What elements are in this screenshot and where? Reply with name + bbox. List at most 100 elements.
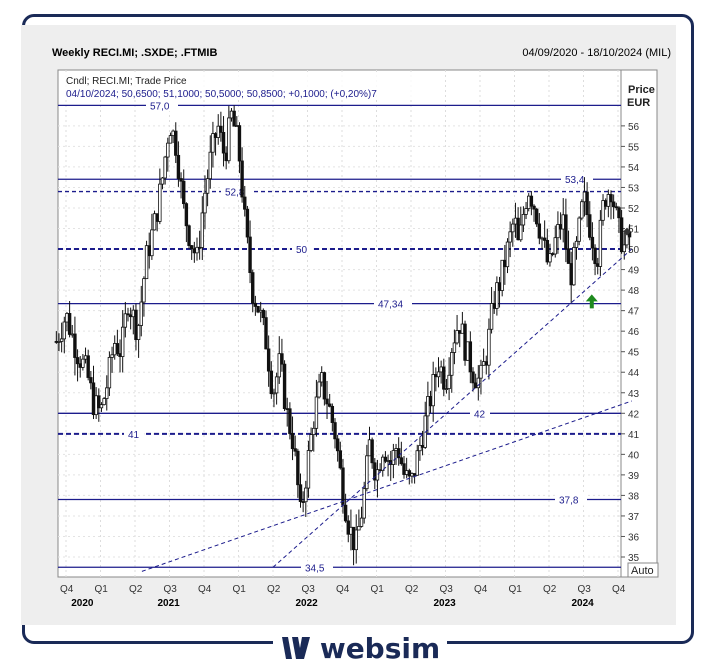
candle-body (412, 473, 417, 476)
candle-body (158, 183, 162, 222)
x-year-label: 2022 (296, 598, 319, 609)
candle-body (184, 203, 189, 227)
candle-body (614, 206, 619, 209)
candle-body (367, 439, 372, 457)
candle-body (97, 395, 101, 409)
candle-body (317, 381, 321, 398)
candle-body (447, 374, 451, 389)
candle-body (585, 191, 589, 216)
candle-body (513, 217, 518, 225)
level-label-bg (146, 99, 178, 112)
candle-body (118, 353, 122, 357)
legend-bg (60, 72, 440, 100)
candle-body (396, 448, 401, 459)
candle-body (166, 142, 170, 158)
candle-body (590, 236, 595, 249)
x-tick-label: Q2 (267, 584, 281, 595)
candle-body (144, 245, 149, 280)
level-label: 52,8 (225, 188, 245, 199)
y-tick-label: 41 (628, 430, 640, 441)
candle-body (70, 333, 74, 336)
level-label-bg (301, 561, 333, 574)
candle-body (532, 205, 536, 210)
candle-body (341, 467, 345, 506)
y-tick-label: 42 (628, 409, 640, 420)
candle-body (603, 200, 608, 207)
candle-body (301, 501, 305, 503)
candle-body (224, 152, 228, 162)
candle-body (619, 217, 624, 253)
candle-body (468, 341, 473, 373)
candle-body (588, 214, 592, 238)
candle-body (407, 470, 412, 477)
candle-body (606, 194, 611, 207)
candle-body (134, 309, 138, 340)
candle-body (561, 214, 565, 230)
y-tick-label: 55 (628, 142, 640, 153)
x-tick-label: Q3 (164, 584, 178, 595)
candle-body (213, 133, 218, 138)
x-tick-label: Q4 (474, 584, 488, 595)
y-tick-label: 50 (628, 245, 640, 256)
candle-body (285, 408, 289, 411)
candle-body (511, 223, 515, 233)
candle-body (240, 160, 244, 198)
candle-body (195, 246, 199, 254)
candle-body (357, 526, 361, 531)
candle-body (351, 526, 356, 551)
candle-body (330, 405, 335, 423)
x-year-label: 2024 (572, 598, 595, 609)
level-label-bg (555, 493, 587, 506)
date-range: 04/09/2020 - 18/10/2024 (MIL) (522, 47, 671, 59)
candle-body (113, 343, 117, 356)
candle-body (574, 240, 579, 248)
candle-body (556, 224, 560, 239)
y-tick-label: 48 (628, 286, 640, 297)
y-tick-label: 46 (628, 327, 640, 338)
candle-body (617, 207, 621, 219)
candle-body (444, 388, 449, 390)
candle-body (439, 366, 443, 373)
candle-body (272, 392, 276, 395)
x-year-label: 2023 (434, 598, 457, 609)
candle-body (516, 217, 520, 241)
candle-body (205, 178, 210, 194)
candle-body (529, 195, 534, 207)
candle-body (436, 371, 441, 378)
websim-logo: websim (273, 628, 447, 668)
candle-body (256, 306, 260, 313)
candle-body (75, 357, 80, 365)
y-tick-label: 35 (628, 553, 640, 564)
candle-body (327, 403, 332, 407)
y-tick-label: 45 (628, 348, 640, 359)
price-chart: Q4 Q1 Q2 Q3 Q4 Q1 Q2 Q3 Q4 Q1 Q2 Q3 Q4 Q1 Q2 Q3 Q4 2020 20… (54, 69, 659, 609)
candle-body (78, 363, 82, 368)
y-tick-label: 49 (628, 266, 640, 277)
candle-body (91, 382, 96, 416)
level-label: 57,0 (150, 101, 170, 112)
candle-body (59, 338, 64, 342)
candle-body (298, 484, 303, 502)
candle-body (163, 156, 167, 179)
candle-body (126, 313, 130, 316)
candle-body (237, 125, 242, 162)
candle-body (508, 231, 512, 243)
level-label: 42 (474, 409, 486, 420)
candle-body (62, 321, 67, 340)
x-tick-label: Q3 (578, 584, 592, 595)
candle-body (450, 352, 454, 376)
candle-body (471, 371, 475, 384)
candle-body (431, 374, 435, 407)
x-year-label: 2021 (158, 598, 181, 609)
level-label-bg (561, 173, 593, 186)
candle-body (83, 355, 88, 360)
level-label: 53,4 (565, 175, 585, 186)
plot-area (57, 69, 622, 578)
y-axis-area (620, 69, 658, 578)
candle-body (545, 239, 550, 263)
candle-body (487, 328, 491, 366)
candle-body (128, 314, 133, 318)
candle-body (211, 133, 215, 153)
candle-body (548, 253, 552, 263)
candle-body (402, 463, 406, 475)
